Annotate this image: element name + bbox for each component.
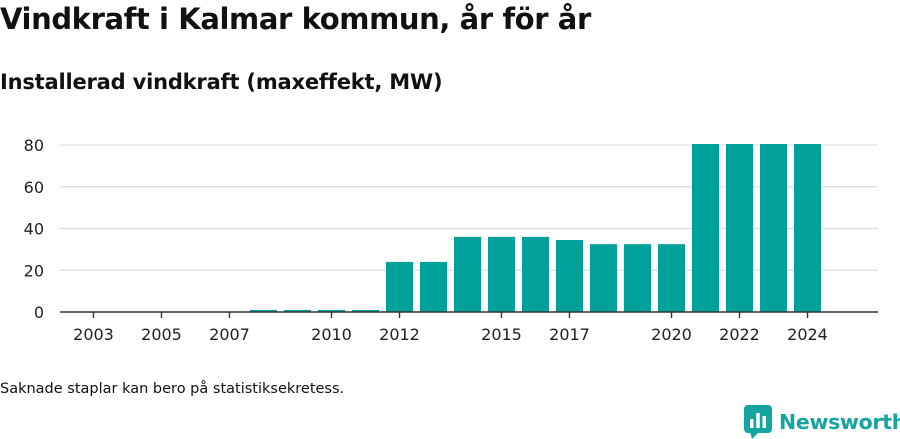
bar-2021: 2021: 80.5 <box>692 144 719 312</box>
newsworthy-logo-icon <box>744 405 772 439</box>
x-tick-label: 2010 <box>311 325 352 344</box>
bar-2012: 2012: 24 <box>386 261 413 312</box>
x-tick-label: 2007 <box>209 325 250 344</box>
chart-title: Vindkraft i Kalmar kommun, år för år <box>0 2 591 36</box>
x-tick-label: 2003 <box>73 325 114 344</box>
bar-2008: 2008: 1 <box>250 309 277 312</box>
brand-name: Newsworthy <box>779 410 900 434</box>
bar-2019: 2019: 32.5 <box>624 244 651 312</box>
y-tick-label: 0 <box>34 303 44 322</box>
bar-2010: 2010: 1 <box>318 309 345 312</box>
bar-2024: 2024: 80.5 <box>794 144 821 312</box>
x-tick-label: 2017 <box>549 325 590 344</box>
y-tick-label: 20 <box>24 261 44 280</box>
bar-2009: 2009: 1 <box>284 309 311 312</box>
chart-subtitle: Installerad vindkraft (maxeffekt, MW) <box>0 70 443 94</box>
bar-2023: 2023: 80.5 <box>760 144 787 312</box>
footnote: Saknade staplar kan bero på statistiksek… <box>0 381 345 397</box>
x-tick-label: 2005 <box>141 325 182 344</box>
x-tick-label: 2020 <box>651 325 692 344</box>
bar-2017: 2017: 34.5 <box>556 240 583 312</box>
y-axis-tick-labels: 0 20 40 60 80 <box>24 136 44 322</box>
x-axis-ticks: 2003 2005 2007 2010 2012 2015 2017 2020 2022 2024 <box>73 312 828 344</box>
x-tick-label: 2012 <box>379 325 420 344</box>
bar-2016: 2016: 36 <box>522 236 549 312</box>
bar-2014: 2014: 36 <box>454 236 481 312</box>
x-tick-label: 2015 <box>481 325 522 344</box>
bar-2011: 2011: 1 <box>352 309 379 312</box>
bar-2018: 2018: 32.5 <box>590 244 617 312</box>
brand-logo[interactable]: Newsworthy <box>744 405 900 439</box>
y-tick-label: 60 <box>24 178 44 197</box>
y-tick-label: 40 <box>24 220 44 239</box>
x-tick-label: 2024 <box>787 325 828 344</box>
bar-2022: 2022: 80.5 <box>726 144 753 312</box>
bar-2020: 2020: 32.5 <box>658 244 685 312</box>
y-tick-label: 80 <box>24 136 44 155</box>
x-tick-label: 2022 <box>719 325 760 344</box>
bar-2015: 2015: 36 <box>488 236 515 312</box>
bar-2013: 2013: 24 <box>420 261 447 312</box>
